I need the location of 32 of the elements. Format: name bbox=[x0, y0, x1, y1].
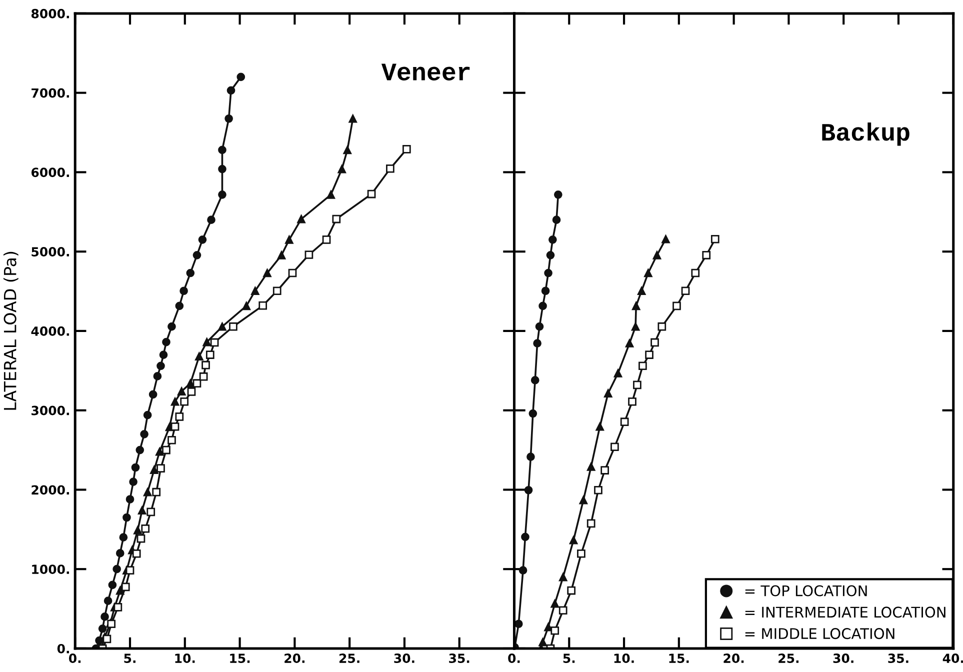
y-tick-label: 6000. bbox=[31, 168, 69, 178]
x-tick-label: 10. bbox=[614, 654, 634, 664]
y-tick-label: 4000. bbox=[31, 326, 69, 336]
x-tick-label: 5. bbox=[563, 654, 575, 664]
x-tick-label: 35. bbox=[449, 654, 470, 664]
x-tick-label: 15. bbox=[230, 654, 250, 664]
x-tick-label: 0. bbox=[508, 654, 520, 664]
x-tick-label: 35. bbox=[888, 654, 908, 664]
y-tick-label: 0. bbox=[57, 644, 69, 654]
x-tick-label: 30. bbox=[833, 654, 854, 664]
x-tick-label: 0. bbox=[68, 654, 81, 664]
x-tick-label: 20. bbox=[724, 654, 744, 664]
y-tick-label: 1000. bbox=[32, 564, 69, 574]
y-tick-label: 2000. bbox=[32, 485, 69, 495]
legend-label: = TOP LOCATION bbox=[745, 585, 867, 596]
y-tick-label: 7000. bbox=[32, 88, 69, 98]
text: Veneer bbox=[381, 64, 470, 80]
x-tick-label: 25. bbox=[339, 654, 360, 664]
y-axis-title: LATERAL LOAD (Pa) bbox=[3, 252, 18, 410]
y-tick-label: 3000. bbox=[32, 406, 69, 416]
y-tick-label: 8000. bbox=[31, 8, 69, 18]
text: Backup bbox=[822, 122, 910, 146]
x-tick-label: 25. bbox=[778, 654, 798, 664]
x-tick-label: 5. bbox=[124, 654, 136, 664]
legend-label: = MIDDLE LOCATION bbox=[745, 628, 894, 640]
x-tick-label: 15. bbox=[669, 654, 689, 664]
legend-label: = INTERMEDIATE LOCATION bbox=[745, 606, 946, 618]
x-tick-label: 10. bbox=[175, 654, 195, 664]
x-tick-label: 20. bbox=[284, 654, 304, 664]
y-tick-label: 5000. bbox=[32, 247, 69, 257]
x-tick-label: 40. bbox=[942, 654, 963, 664]
x-tick-label: 30. bbox=[394, 654, 414, 664]
